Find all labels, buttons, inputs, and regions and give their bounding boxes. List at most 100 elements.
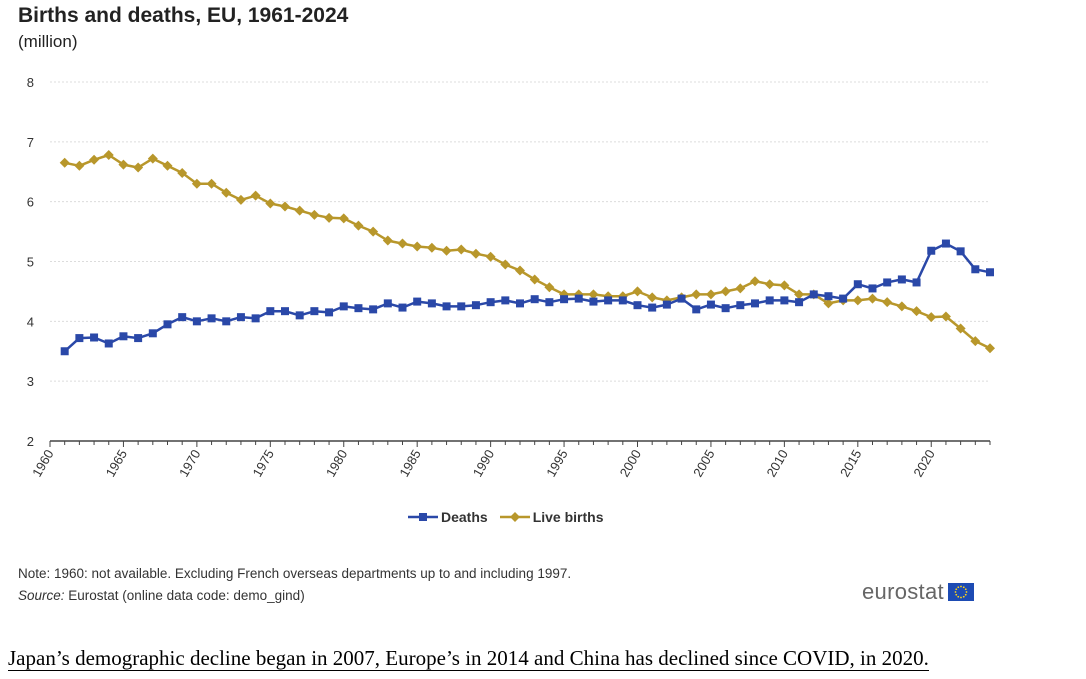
- data-point-live-births: [191, 178, 202, 189]
- data-point-deaths: [442, 302, 451, 311]
- y-tick-label: 8: [27, 75, 34, 90]
- data-point-deaths: [339, 302, 348, 311]
- chart-title: Births and deaths, EU, 1961-2024: [18, 4, 349, 27]
- data-point-deaths: [310, 307, 319, 316]
- x-tick-label: 1985: [396, 447, 423, 480]
- data-point-live-births: [265, 198, 276, 209]
- data-point-deaths: [501, 296, 510, 305]
- legend-swatch-live-births: [499, 512, 530, 522]
- data-point-deaths: [516, 299, 524, 308]
- chart-note: Note: 1960: not available. Excluding Fre…: [18, 566, 572, 581]
- x-tick-label: 2015: [837, 447, 864, 480]
- data-point-deaths: [853, 280, 862, 289]
- gridlines: [50, 81, 990, 382]
- eurostat-logo: eurostat: [862, 579, 974, 605]
- data-point-live-births: [74, 160, 85, 171]
- data-point-deaths: [104, 339, 113, 348]
- data-point-deaths: [971, 265, 980, 274]
- data-point-live-births: [764, 279, 775, 290]
- data-point-live-births: [324, 212, 335, 223]
- data-point-deaths: [574, 294, 583, 303]
- data-point-deaths: [618, 296, 627, 305]
- y-tick-label: 7: [27, 135, 34, 150]
- data-point-deaths: [560, 295, 569, 304]
- data-point-deaths: [692, 305, 701, 314]
- data-point-deaths: [90, 333, 99, 342]
- data-point-deaths: [427, 299, 436, 308]
- logo-text: eurostat: [862, 579, 944, 604]
- data-point-live-births: [779, 280, 790, 291]
- data-point-deaths: [148, 329, 157, 338]
- data-point-live-births: [720, 286, 731, 297]
- data-point-live-births: [250, 190, 261, 201]
- data-point-live-births: [426, 242, 437, 253]
- series-layer: [59, 149, 995, 356]
- data-point-live-births: [368, 226, 379, 237]
- eu-flag-icon: [947, 583, 974, 601]
- data-point-live-births: [691, 289, 702, 300]
- data-point-live-births: [470, 248, 481, 259]
- data-point-deaths: [824, 292, 833, 301]
- data-point-deaths: [295, 311, 304, 320]
- data-point-live-births: [338, 213, 349, 224]
- data-point-live-births: [441, 245, 452, 256]
- data-point-live-births: [103, 149, 114, 160]
- legend-item-live-births: Live births: [499, 509, 603, 525]
- data-point-deaths: [765, 296, 774, 305]
- data-point-deaths: [545, 298, 554, 307]
- legend: Deaths Live births: [408, 509, 603, 525]
- data-point-live-births: [221, 187, 232, 198]
- x-tick-label: 1965: [103, 447, 130, 480]
- series-line-live-births: [64, 153, 991, 350]
- data-point-deaths: [383, 299, 392, 308]
- data-point-live-births: [133, 162, 144, 173]
- data-point-live-births: [823, 298, 834, 309]
- data-point-deaths: [809, 290, 818, 299]
- y-tick-label: 5: [27, 255, 34, 270]
- data-point-deaths: [192, 317, 201, 326]
- data-point-live-births: [118, 159, 129, 170]
- data-point-deaths: [369, 305, 378, 314]
- data-point-deaths: [413, 297, 422, 306]
- data-point-live-births: [544, 282, 555, 293]
- data-point-deaths: [751, 299, 759, 308]
- data-point-deaths: [251, 314, 260, 323]
- data-point-live-births: [940, 311, 951, 322]
- data-point-deaths: [266, 307, 275, 316]
- data-point-live-births: [647, 292, 658, 303]
- data-point-deaths: [486, 298, 495, 307]
- data-point-deaths: [530, 295, 539, 304]
- series-line-deaths: [63, 242, 991, 353]
- data-point-live-births: [705, 289, 716, 300]
- data-point-live-births: [735, 283, 746, 294]
- data-point-live-births: [353, 220, 364, 231]
- x-tick-label: 1970: [176, 447, 203, 480]
- x-tick-label: 2020: [910, 447, 937, 480]
- data-point-deaths: [457, 302, 466, 311]
- source-label: Source:: [18, 588, 65, 603]
- x-axis: 1960 1965 1970 1975 1980 1985 1990 1995 2000 2005…: [29, 440, 991, 480]
- data-point-live-births: [794, 289, 805, 300]
- data-point-deaths: [677, 294, 686, 303]
- data-point-deaths: [927, 246, 936, 255]
- data-point-live-births: [177, 167, 188, 178]
- data-point-deaths: [941, 239, 950, 248]
- data-point-deaths: [706, 300, 715, 309]
- data-point-deaths: [897, 275, 906, 284]
- data-point-live-births: [147, 153, 158, 164]
- y-axis-ticks: 2 3 4 5 6 7 8: [27, 75, 34, 449]
- data-point-deaths: [119, 332, 128, 341]
- data-point-deaths: [839, 294, 848, 303]
- data-point-deaths: [736, 301, 745, 310]
- data-point-deaths: [60, 347, 69, 356]
- x-tick-label: 1990: [470, 447, 497, 480]
- data-point-deaths: [178, 313, 187, 322]
- source-text: Eurostat (online data code: demo_gind): [64, 588, 305, 603]
- data-point-live-births: [59, 157, 70, 168]
- data-point-deaths: [883, 278, 892, 287]
- data-point-deaths: [75, 334, 84, 343]
- x-tick-label: 2010: [764, 447, 791, 480]
- data-point-live-births: [294, 205, 305, 216]
- data-point-live-births: [162, 160, 173, 171]
